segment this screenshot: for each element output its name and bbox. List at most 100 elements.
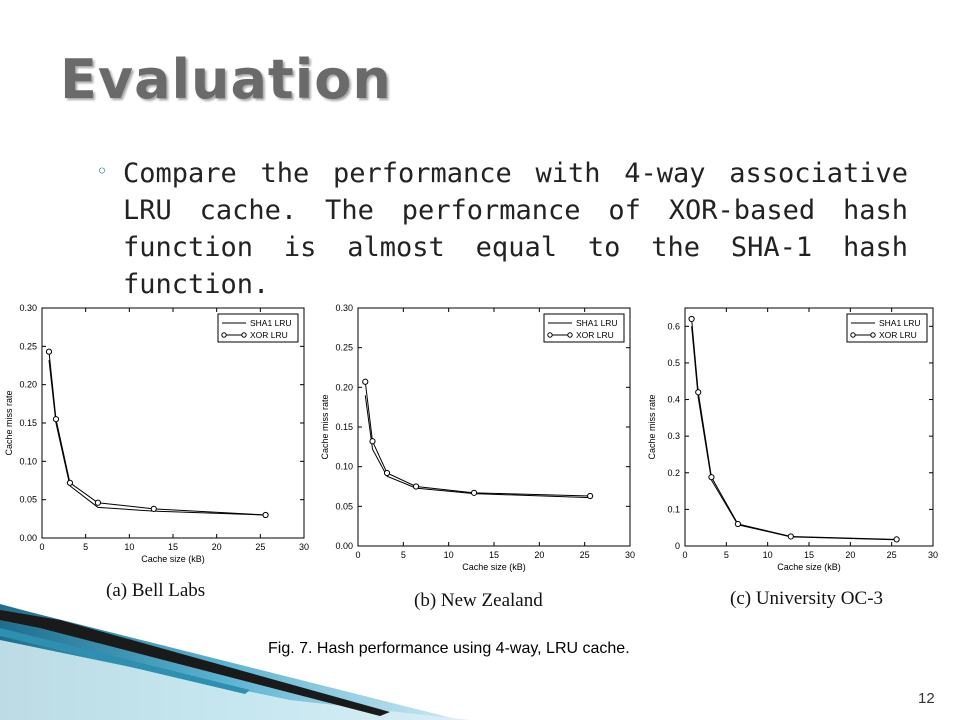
caption-bell-labs: (a) Bell Labs: [106, 580, 206, 601]
series-line-xor-lru: [48, 351, 266, 516]
x-tick-label: 25: [887, 550, 897, 560]
legend-marker: [241, 332, 247, 338]
x-tick-label: 5: [83, 542, 88, 552]
x-tick-label: 15: [804, 550, 814, 560]
legend-marker: [870, 332, 876, 338]
legend-label: XOR LRU: [250, 330, 288, 340]
x-tick-label: 25: [580, 550, 590, 560]
data-point-marker: [262, 511, 269, 519]
y-tick-label: 0.00: [19, 533, 37, 543]
data-point-marker: [688, 315, 695, 323]
x-tick-label: 10: [763, 550, 773, 560]
y-tick-label: 0.05: [19, 495, 37, 505]
x-tick-label: 30: [625, 550, 635, 560]
series-line-sha1-lru: [691, 326, 897, 541]
chart-bell-labs: 0.00 0.05 0.10 0.15 0.20 0.25 0.30 0 5 10 15 20 25 30…: [0, 298, 310, 580]
y-axis-label: Cache miss rate: [647, 394, 657, 459]
plot-frame: [357, 307, 631, 547]
x-tick-label: 20: [845, 550, 855, 560]
caption-university-oc3: (c) University OC-3: [730, 588, 884, 609]
y-tick-label: 0.30: [335, 303, 353, 313]
data-point-marker: [66, 479, 74, 486]
x-tick-label: 30: [928, 550, 938, 560]
data-point-marker: [362, 378, 369, 385]
y-tick-label: 0.10: [335, 462, 353, 472]
y-tick-label: 0.05: [335, 501, 353, 511]
legend-label: SHA1 LRU: [576, 318, 618, 328]
x-tick-label: 10: [444, 550, 454, 560]
bullet-text: Compare the performance with 4-way assoc…: [123, 158, 908, 300]
legend-marker: [547, 332, 553, 338]
legend-marker: [221, 332, 227, 338]
x-axis-label: Cache size (kB): [777, 562, 841, 572]
y-tick-label: 0.15: [335, 422, 353, 432]
stripe-pale: [0, 640, 470, 720]
x-axis-label: Cache size (kB): [141, 554, 205, 564]
y-tick-label: 0.6: [667, 321, 680, 331]
series-line-sha1-lru: [364, 395, 591, 499]
data-point-marker: [52, 416, 60, 423]
x-tick-label: 20: [534, 550, 544, 560]
x-tick-label: 20: [212, 542, 222, 552]
data-point-marker: [369, 438, 376, 445]
legend-marker: [850, 332, 856, 338]
y-tick-label: 0.25: [335, 343, 353, 353]
x-tick-label: 25: [255, 542, 265, 552]
data-point-marker: [708, 474, 715, 481]
y-tick-label: 0.25: [19, 341, 37, 351]
caption-new-zealand: (b) New Zealand: [414, 590, 543, 611]
y-tick-label: 0.20: [335, 382, 353, 392]
legend-label: XOR LRU: [879, 330, 917, 340]
series-line-xor-lru: [691, 318, 897, 540]
y-tick-label: 0.4: [667, 395, 680, 405]
y-tick-label: 0.5: [667, 358, 680, 368]
data-point-marker: [787, 533, 794, 540]
y-tick-label: 0.1: [667, 504, 680, 514]
series-line-sha1-lru: [48, 360, 266, 516]
slide-title: Evaluation: [60, 48, 392, 111]
legend-box: [217, 313, 299, 343]
y-tick-label: 0.15: [19, 418, 37, 428]
x-tick-label: 10: [124, 542, 134, 552]
legend-box: [543, 313, 625, 343]
legend-label: SHA1 LRU: [879, 318, 921, 328]
y-axis-label: Cache miss rate: [320, 394, 330, 459]
data-point-marker: [412, 483, 420, 490]
data-point-marker: [45, 348, 53, 355]
y-tick-label: 0: [675, 541, 680, 551]
data-point-marker: [470, 489, 478, 496]
page-number: 12: [918, 690, 935, 707]
data-point-marker: [383, 469, 391, 477]
y-tick-label: 0.30: [19, 303, 37, 313]
data-point-marker: [150, 505, 157, 512]
legend-label: SHA1 LRU: [250, 318, 292, 328]
x-axis-label: Cache size (kB): [462, 562, 526, 572]
chart-new-zealand: 0.00 0.05 0.10 0.15 0.20 0.25 0.30 0 5 10 15 20 25 30…: [316, 298, 635, 580]
data-point-marker: [893, 536, 900, 543]
legend-label: XOR LRU: [576, 330, 614, 340]
series-line-xor-lru: [364, 381, 591, 497]
x-tick-label: 5: [724, 550, 729, 560]
y-tick-label: 0.2: [667, 468, 680, 478]
x-tick-label: 15: [168, 542, 178, 552]
y-tick-label: 0.10: [19, 456, 37, 466]
stripe-dark: [0, 610, 390, 716]
y-tick-label: 0.00: [335, 541, 353, 551]
legend-marker: [567, 332, 573, 338]
data-point-marker: [695, 389, 702, 396]
y-tick-label: 0.20: [19, 380, 37, 390]
data-point-marker: [94, 499, 101, 506]
x-tick-label: 0: [39, 542, 44, 552]
stripe-teal-thin: [0, 628, 250, 694]
data-point-marker: [587, 492, 594, 500]
y-axis-label: Cache miss rate: [4, 390, 14, 455]
x-tick-label: 15: [489, 550, 499, 560]
y-tick-label: 0.3: [667, 431, 680, 441]
x-tick-label: 0: [682, 550, 687, 560]
bullet-item: ◦ Compare the performance with 4-way ass…: [96, 155, 908, 303]
bullet-marker-icon: ◦: [96, 159, 108, 183]
data-point-marker: [734, 520, 742, 528]
x-tick-label: 5: [401, 550, 406, 560]
x-tick-label: 30: [299, 542, 309, 552]
